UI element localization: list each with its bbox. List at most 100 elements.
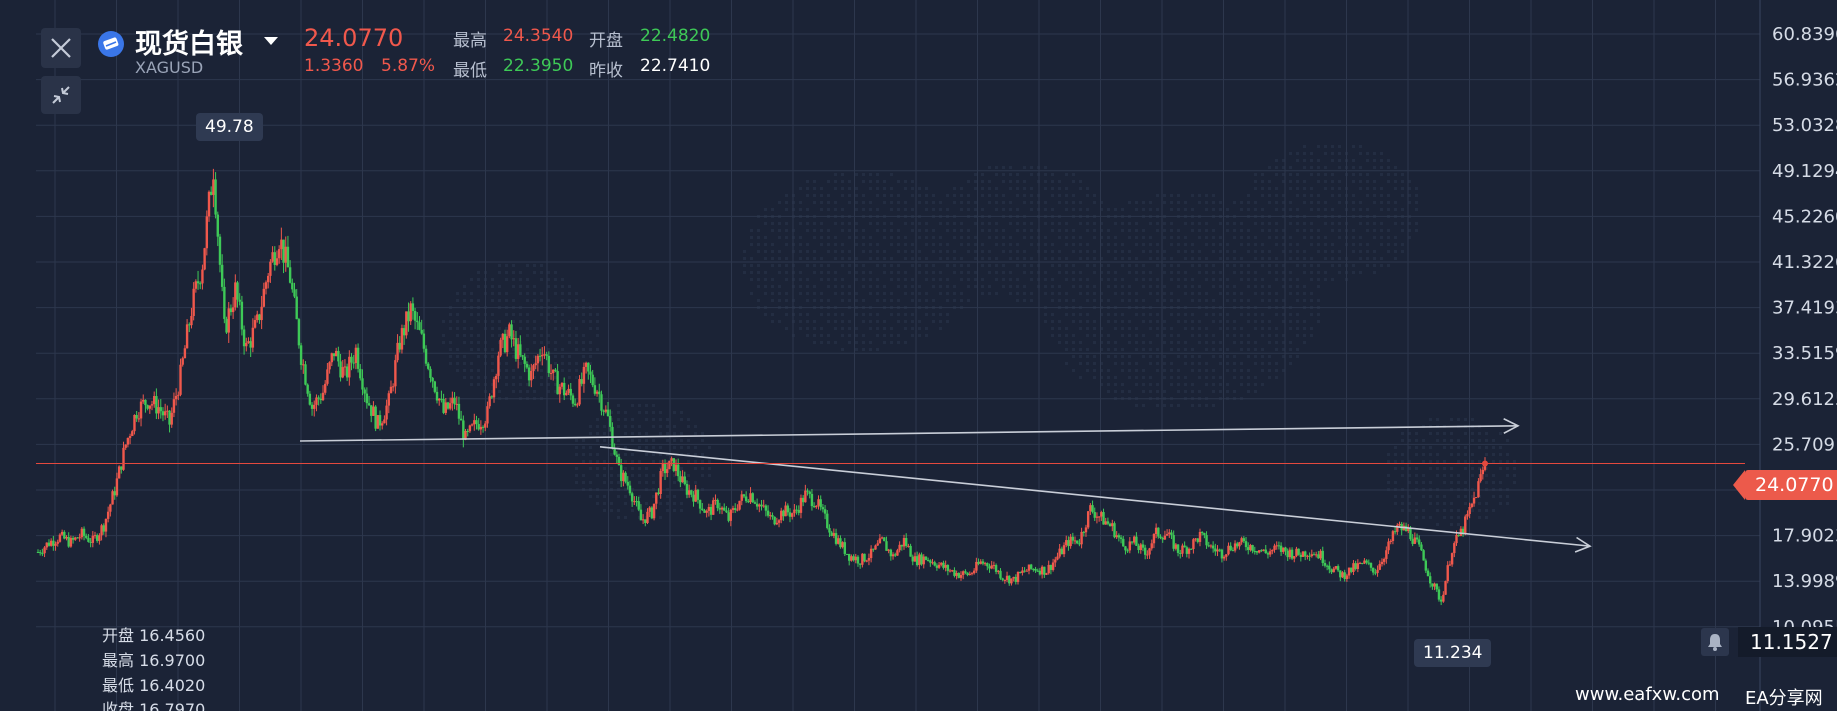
candle-body (1385, 550, 1388, 559)
candle-body (1168, 532, 1171, 535)
candle-body (74, 537, 77, 540)
candle-body (258, 314, 261, 321)
candle-body (538, 355, 542, 357)
candle-body (920, 554, 923, 565)
candle-body (1216, 549, 1219, 552)
candle-body (830, 532, 833, 536)
candle-body (1466, 513, 1469, 517)
candle-body (1330, 569, 1333, 573)
candle-body (591, 374, 594, 386)
candle-body (547, 355, 551, 373)
candle-body (962, 571, 965, 575)
candle-body (847, 553, 851, 561)
candle-body (67, 536, 70, 547)
candle-body (1374, 572, 1377, 574)
candle-body (286, 246, 290, 268)
candle-body (510, 324, 513, 340)
candle-body (1154, 527, 1158, 535)
low-value: 22.3950 (503, 56, 574, 76)
candle-body (370, 405, 373, 416)
candle-body (1347, 567, 1351, 576)
candle-body (163, 411, 167, 416)
candle-body (975, 561, 978, 571)
candle-body (1122, 538, 1125, 547)
candle-body (861, 553, 864, 565)
candle-body (1343, 572, 1346, 579)
candle-body (644, 519, 647, 523)
symbol-title[interactable]: 现货白银 (135, 29, 243, 60)
candle-body (1433, 583, 1436, 587)
candle-body (247, 341, 250, 343)
close-button[interactable] (41, 28, 81, 68)
candle-body (109, 504, 112, 512)
candle-body (1345, 575, 1349, 579)
candle-body (817, 499, 820, 506)
candle-body (1170, 532, 1173, 536)
candle-body (841, 542, 844, 548)
candle-body (1240, 538, 1243, 543)
candle-body (60, 531, 64, 535)
candle-body (600, 394, 603, 411)
candle-body (523, 356, 526, 364)
candle-body (1200, 531, 1204, 533)
price-alert-button[interactable] (1701, 628, 1729, 656)
candle-body (422, 333, 426, 349)
candle-body (385, 405, 388, 420)
trend-line (299, 425, 1519, 442)
candle-body (207, 191, 211, 217)
candle-body (284, 246, 287, 263)
candle-body (771, 515, 774, 517)
candle-body (955, 573, 958, 576)
candle-body (549, 372, 553, 374)
candle-body (69, 537, 73, 547)
candle-body (823, 509, 827, 514)
candle-body (602, 410, 605, 412)
candle-body (576, 404, 579, 406)
candle-body (883, 537, 886, 542)
candle-body (1159, 536, 1162, 538)
candle-body (231, 307, 235, 313)
candle-body (177, 394, 180, 396)
candle-body (1069, 536, 1072, 547)
candle-body (505, 336, 509, 353)
y-tick-label: 17.9023 (1772, 526, 1837, 547)
candle-body (521, 355, 524, 357)
candle-body (499, 339, 502, 356)
crosshair-price-label: 11.1527 (1738, 627, 1837, 657)
candle-body (1143, 547, 1147, 555)
candle-body (1207, 545, 1210, 547)
candle-body (1049, 564, 1053, 570)
candle-body (736, 509, 739, 511)
candle-body (302, 364, 305, 366)
y-tick-label: 33.5159 (1772, 343, 1837, 364)
candle-body (341, 367, 344, 378)
candle-body (135, 414, 138, 419)
candle-body (797, 509, 800, 513)
candle-body (808, 491, 811, 494)
candle-body (117, 466, 121, 479)
candle-body (891, 554, 895, 557)
candle-body (236, 282, 239, 300)
candle-body (674, 464, 678, 472)
collapse-button[interactable] (41, 76, 81, 114)
candle-body (858, 563, 862, 565)
candle-body (536, 355, 540, 364)
candle-body (1027, 564, 1031, 571)
candle-body (1376, 569, 1379, 573)
candle-body (1439, 599, 1443, 602)
candle-body (1453, 543, 1456, 554)
candle-body (714, 499, 717, 501)
candle-body (146, 405, 149, 409)
candle-body (683, 476, 686, 484)
symbol-dropdown[interactable] (264, 32, 278, 51)
candle-body (569, 388, 572, 396)
candle-body (514, 338, 518, 359)
candle-body (628, 485, 632, 494)
candle-body (1047, 564, 1050, 574)
candle-body (1393, 531, 1397, 533)
candle-body (690, 490, 693, 495)
candle-body (306, 384, 309, 394)
candle-body (1238, 542, 1241, 547)
